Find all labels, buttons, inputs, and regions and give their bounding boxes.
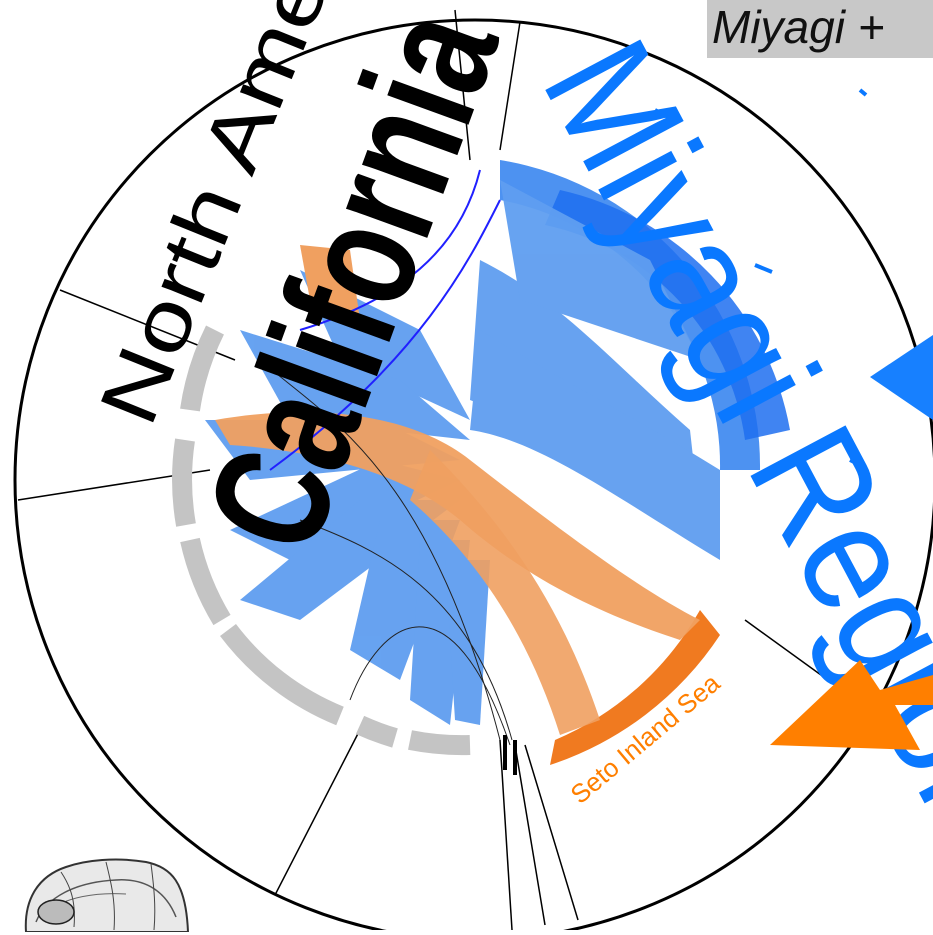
arrow-left-icon	[870, 335, 933, 420]
track-segment	[180, 537, 231, 626]
arrow-down-left-icon	[770, 660, 933, 750]
track-segment	[355, 715, 398, 748]
track-segment	[180, 325, 225, 412]
seto-arc	[550, 610, 720, 765]
track-segment	[172, 438, 196, 527]
page-title: Miyagi +	[712, 1, 885, 53]
divider-line	[274, 719, 366, 896]
blue-thin-chords	[269, 169, 501, 471]
oyster-shell-icon	[24, 858, 190, 932]
divider-line	[514, 744, 546, 926]
divider-line	[524, 744, 579, 921]
divider-line	[499, 21, 521, 151]
seto-chord	[215, 412, 700, 640]
thin-chords	[259, 359, 513, 746]
seto-chord-3	[300, 245, 360, 320]
track-segment	[220, 623, 344, 726]
divider-line	[454, 9, 471, 161]
tick-marks	[503, 735, 517, 775]
title-background	[707, 0, 933, 58]
grey-track	[172, 325, 471, 756]
seto-chord-2	[410, 450, 600, 735]
miyagi-ticks	[654, 88, 868, 470]
track-segment	[408, 730, 471, 756]
miyagi-arc-outer	[545, 190, 790, 440]
divider-line	[499, 739, 513, 931]
